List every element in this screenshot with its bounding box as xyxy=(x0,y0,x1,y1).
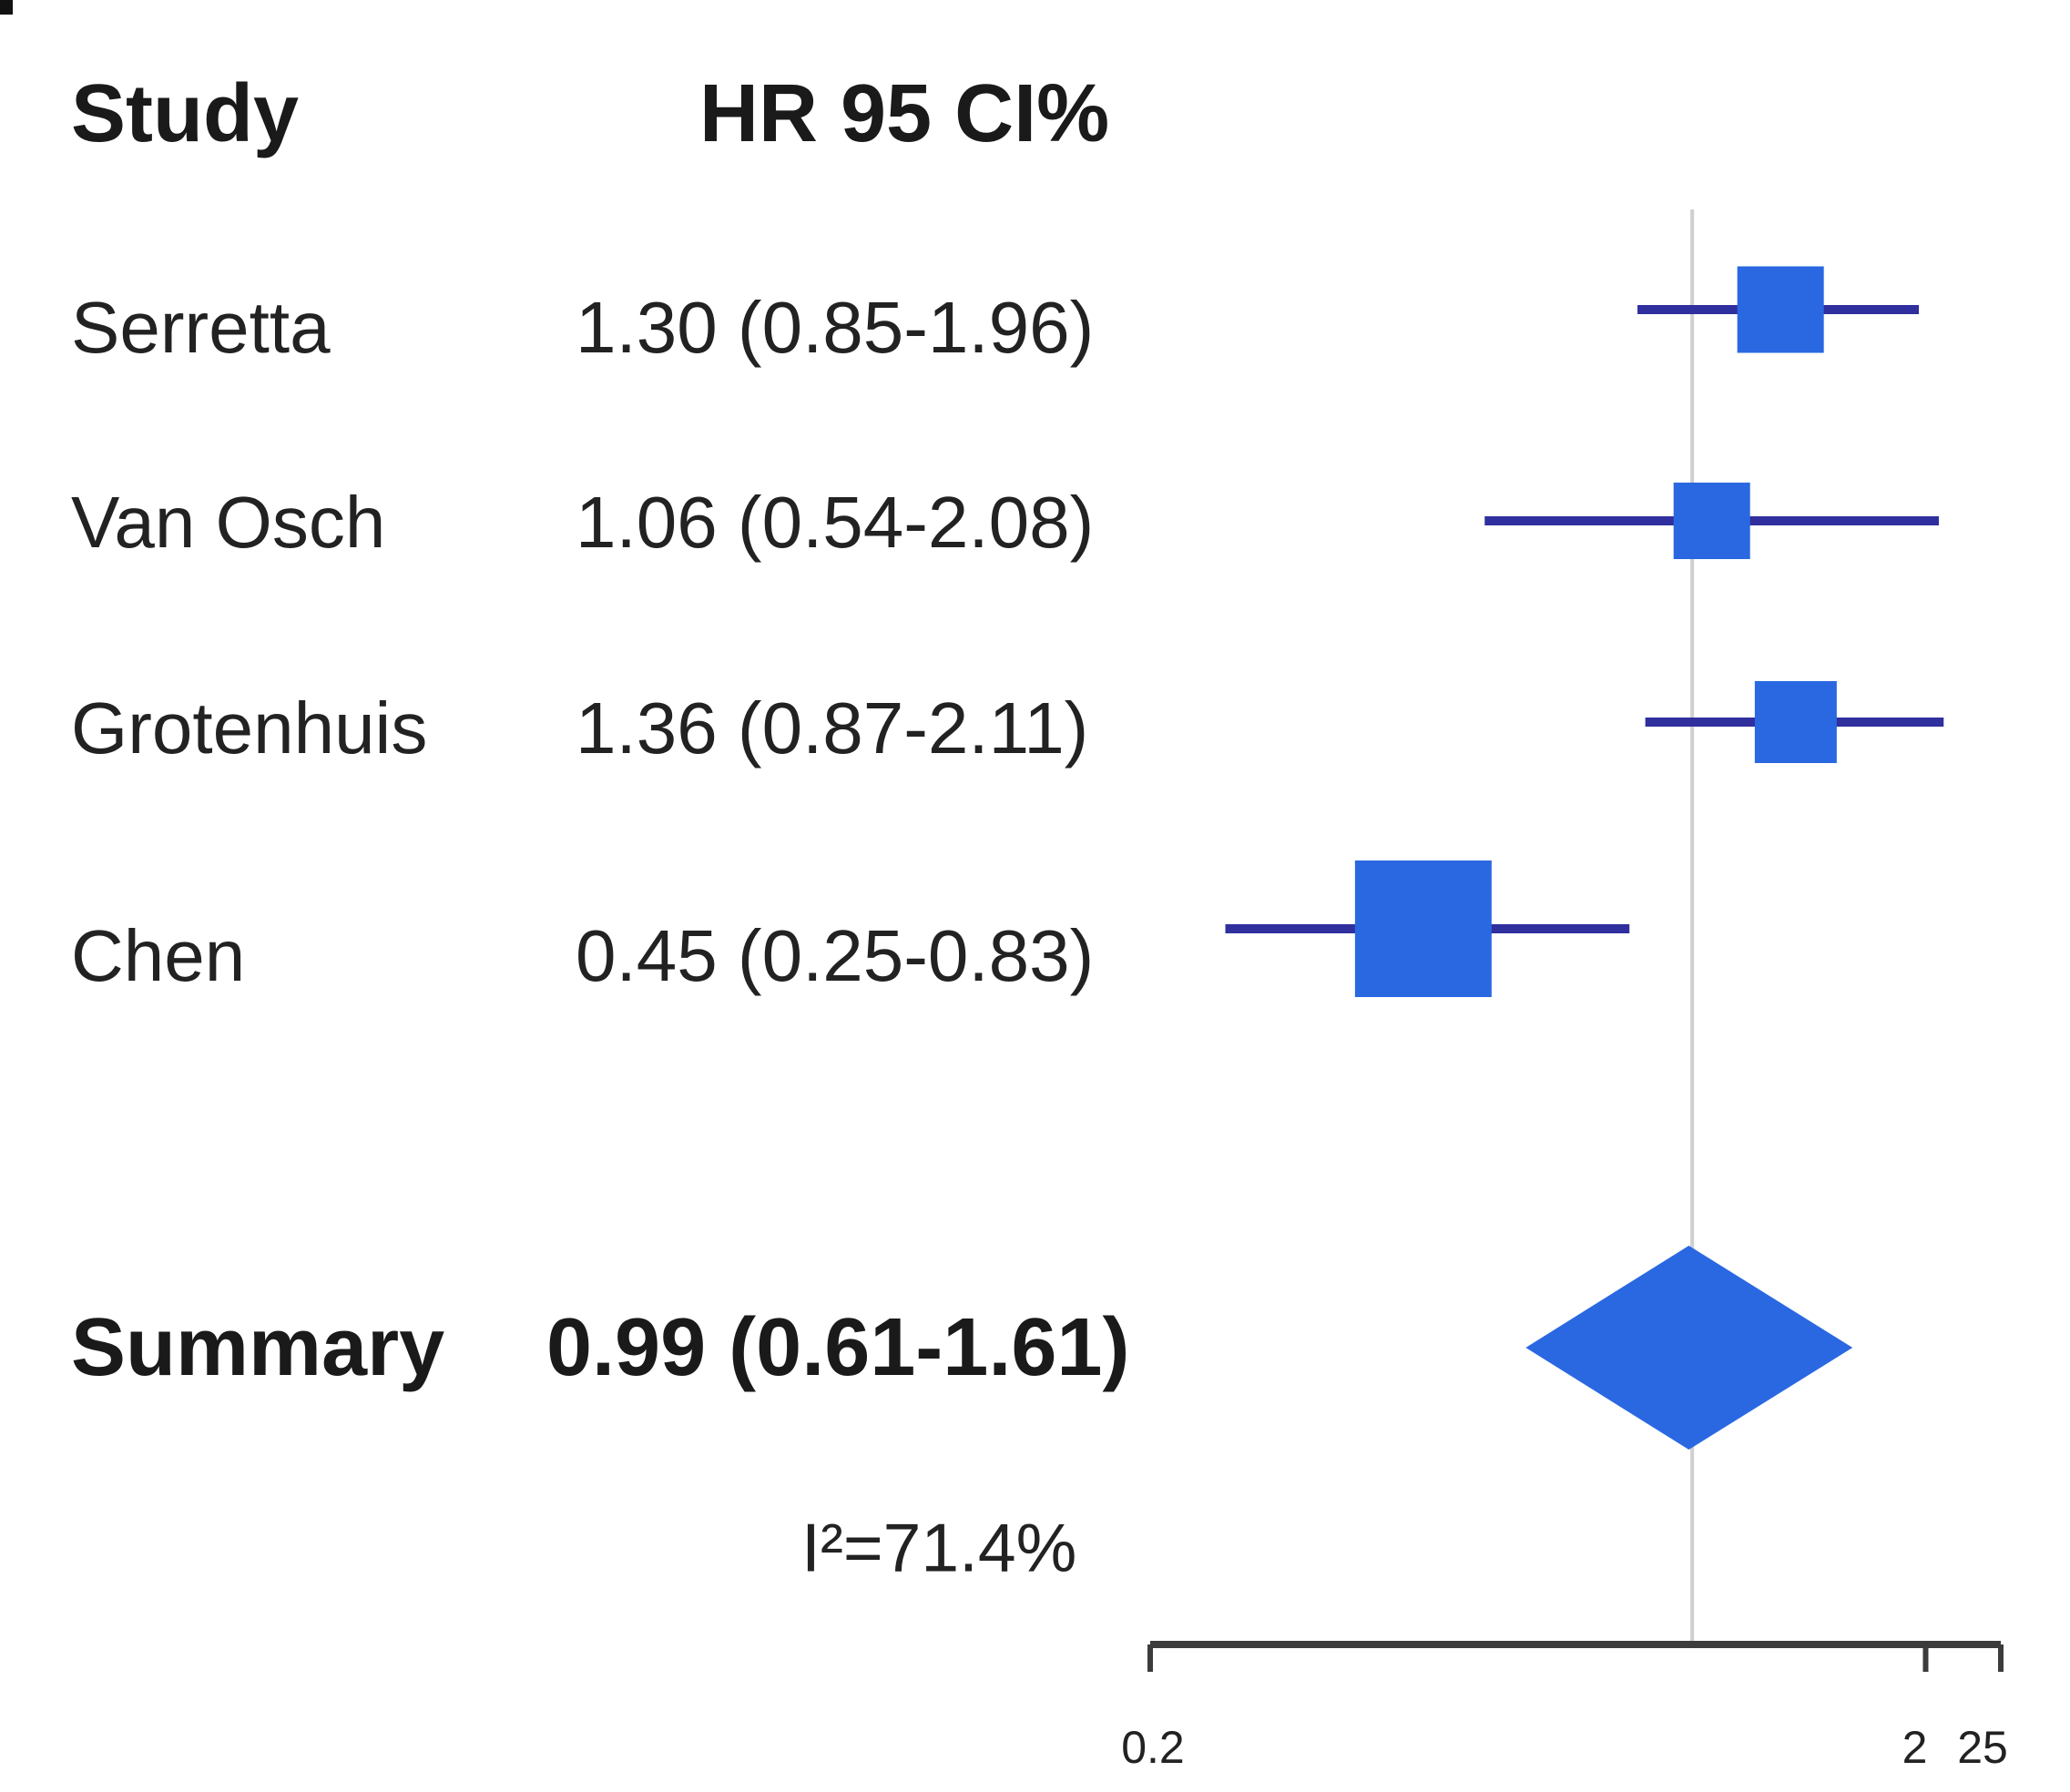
x-axis-tick-label: 25 xyxy=(1957,1722,2008,1773)
weight-square xyxy=(1737,266,1824,353)
weight-square xyxy=(1754,681,1837,763)
x-axis-tick-label: 2 xyxy=(1902,1722,1928,1773)
x-axis-tick-label: 0.2 xyxy=(1121,1722,1185,1773)
study-name: Van Osch xyxy=(71,482,386,563)
i-squared-label: I²=71.4% xyxy=(801,1509,1077,1586)
study-hr-ci: 0.45 (0.25-0.83) xyxy=(576,915,1095,996)
study-hr-ci: 1.06 (0.54-2.08) xyxy=(576,482,1095,563)
summary-diamond xyxy=(1525,1246,1853,1450)
hr-column-header: HR 95 CI% xyxy=(699,68,1110,159)
weight-square xyxy=(1673,483,1750,559)
study-hr-ci: 1.36 (0.87-2.11) xyxy=(576,687,1089,769)
summary-hr-ci: 0.99 (0.61-1.61) xyxy=(546,1302,1130,1393)
study-column-header: Study xyxy=(71,68,300,159)
study-name: Serretta xyxy=(71,287,331,368)
study-name: Chen xyxy=(71,915,246,996)
study-hr-ci: 1.30 (0.85-1.96) xyxy=(576,287,1095,368)
weight-square xyxy=(1354,860,1492,997)
corner-artifact xyxy=(0,0,13,15)
summary-label: Summary xyxy=(71,1302,445,1393)
study-name: Grotenhuis xyxy=(71,687,428,769)
